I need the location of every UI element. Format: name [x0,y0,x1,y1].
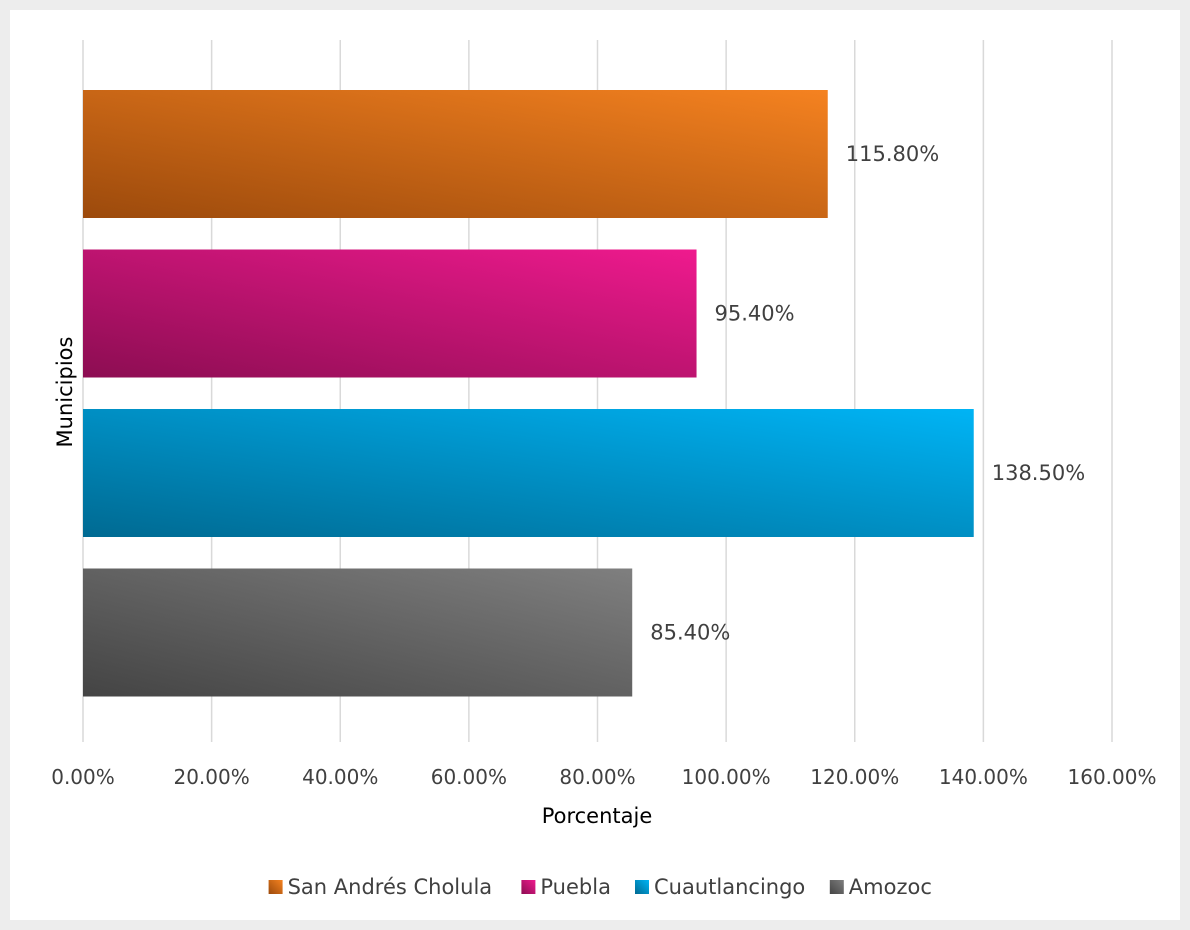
legend-swatch [829,880,844,894]
legend-label: Cuautlancingo [654,875,805,899]
x-tick-label: 0.00% [51,765,115,789]
bar [83,90,828,218]
legend-label: San Andrés Cholula [288,875,493,899]
bar [83,409,974,537]
x-tick-label: 60.00% [431,765,507,789]
x-tick-label: 40.00% [302,765,378,789]
data-label: 138.50% [992,461,1085,485]
bars [83,90,974,697]
x-axis-title: Porcentaje [542,804,653,828]
x-tick-label: 160.00% [1068,765,1157,789]
legend-label: Amozoc [849,875,932,899]
x-tick-label: 20.00% [173,765,249,789]
legend-swatch [521,880,536,894]
legend-label: Puebla [540,875,611,899]
y-axis-title: Municipios [53,337,77,448]
legend: San Andrés Cholula Puebla Cuautlancingo Amo… [268,875,932,899]
x-tick-label: 120.00% [810,765,899,789]
bar [83,249,697,378]
legend-swatch [268,880,283,894]
data-labels: 115.80% 95.40% 138.50% 85.40% [650,142,1085,645]
data-label: 85.40% [650,621,730,645]
bar [83,568,633,697]
data-label: 95.40% [715,302,795,326]
x-tick-label: 140.00% [939,765,1028,789]
data-label: 115.80% [846,142,939,166]
x-tick-label: 80.00% [559,765,635,789]
x-tick-labels: 0.00% 20.00% 40.00% 60.00% 80.00% 100.00% 120.… [51,765,1156,789]
x-tick-label: 100.00% [682,765,771,789]
legend-swatch [635,880,649,894]
